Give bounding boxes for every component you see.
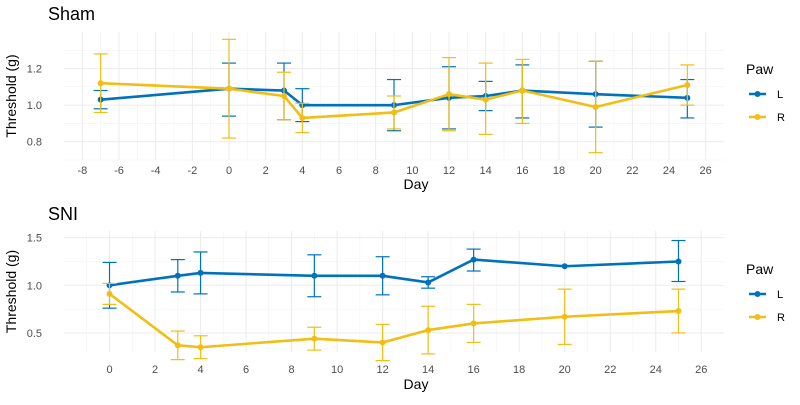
legend-key-point: [754, 114, 761, 120]
x-tick-label: 16: [468, 364, 480, 376]
x-tick-label: -6: [114, 165, 124, 177]
data-point: [174, 342, 181, 349]
y-tick-label: 1.0: [27, 280, 42, 292]
series-line: [100, 81, 688, 120]
series-r: [102, 282, 686, 362]
x-tick-label: 20: [559, 364, 571, 376]
x-tick-label: 10: [406, 165, 418, 177]
legend-item-l: L: [749, 89, 783, 101]
data-point: [197, 269, 204, 276]
x-axis-title: Day: [404, 376, 429, 392]
x-tick-label: 6: [336, 165, 342, 177]
data-point: [675, 308, 682, 315]
data-point: [561, 263, 568, 270]
x-tick-label: -4: [151, 165, 161, 177]
data-point: [97, 80, 104, 87]
chart-panel-sni: 0 2 4 6 8 10 12 14 16 18 20 22 24 260.51.01.5DayThres…: [3, 204, 785, 392]
data-point: [174, 272, 181, 279]
series-line: [100, 87, 688, 107]
x-tick-label: 8: [373, 165, 379, 177]
legend-label: L: [777, 289, 783, 301]
x-tick-label: 22: [604, 364, 616, 376]
x-tick-label: 26: [700, 165, 712, 177]
data-point: [684, 82, 691, 89]
x-tick-label: 14: [480, 165, 492, 177]
data-point: [675, 258, 682, 265]
x-tick-label: 10: [331, 364, 343, 376]
x-tick-label: -2: [187, 165, 197, 177]
x-tick-label: 24: [663, 165, 675, 177]
y-tick-label: 0.8: [27, 137, 42, 149]
data-point: [379, 339, 386, 346]
x-tick-label: 16: [516, 165, 528, 177]
x-tick-label: 24: [650, 364, 662, 376]
chart-panel-sham: -8 -6 -4 -2 0 2 4 6 8 10 12 14 16 18 20 22 24 260.81.01.2…: [3, 4, 785, 192]
data-point: [379, 272, 386, 279]
y-tick-label: 0.5: [27, 328, 42, 340]
y-tick-label: 1.0: [27, 100, 42, 112]
data-point: [299, 114, 306, 121]
legend-item-l: L: [749, 289, 783, 301]
chart-title: SNI: [48, 204, 78, 224]
data-point: [226, 85, 232, 92]
x-tick-label: 4: [299, 165, 305, 177]
y-axis-title: Threshold (g): [3, 250, 19, 333]
series-l: [102, 239, 686, 309]
data-point: [425, 279, 432, 286]
legend-title: Paw: [746, 261, 774, 277]
x-tick-label: 0: [226, 165, 232, 177]
legend-key-point: [754, 314, 761, 320]
y-tick-label: 1.5: [27, 233, 42, 245]
data-point: [592, 103, 599, 110]
x-tick-label: 18: [513, 364, 525, 376]
data-point: [391, 109, 397, 116]
legend-item-r: R: [749, 312, 785, 324]
chart-title: Sham: [48, 4, 95, 24]
legend-key-point: [754, 91, 761, 97]
data-point: [446, 91, 452, 98]
x-tick-label: 4: [197, 364, 203, 376]
x-tick-label: 22: [626, 165, 638, 177]
x-tick-label: -8: [77, 165, 87, 177]
x-tick-label: 12: [376, 364, 388, 376]
legend-item-r: R: [749, 112, 785, 124]
x-tick-label: 20: [590, 165, 602, 177]
data-point: [311, 335, 318, 342]
series-r: [93, 38, 695, 154]
legend-key-point: [754, 291, 761, 297]
data-point: [519, 87, 526, 94]
data-point: [482, 96, 489, 103]
x-tick-label: 26: [695, 364, 707, 376]
legend-label: R: [777, 112, 785, 124]
legend-label: L: [777, 89, 783, 101]
x-tick-label: 6: [243, 364, 249, 376]
x-tick-label: 0: [106, 364, 112, 376]
x-tick-label: 8: [289, 364, 295, 376]
legend-title: Paw: [746, 61, 774, 77]
data-point: [470, 256, 477, 263]
data-point: [470, 320, 477, 327]
x-axis-title: Day: [404, 176, 429, 192]
data-point: [281, 93, 287, 99]
x-tick-label: 2: [152, 364, 158, 376]
x-tick-label: 2: [263, 165, 269, 177]
data-point: [197, 344, 204, 351]
y-tick-label: 1.2: [27, 64, 42, 76]
x-tick-label: 12: [443, 165, 455, 177]
data-point: [425, 327, 432, 334]
y-axis-title: Threshold (g): [3, 54, 19, 137]
data-point: [106, 290, 113, 297]
legend-label: R: [777, 312, 785, 324]
data-point: [311, 272, 318, 279]
x-tick-label: 14: [422, 364, 434, 376]
x-tick-label: 18: [553, 165, 565, 177]
data-point: [561, 313, 568, 320]
